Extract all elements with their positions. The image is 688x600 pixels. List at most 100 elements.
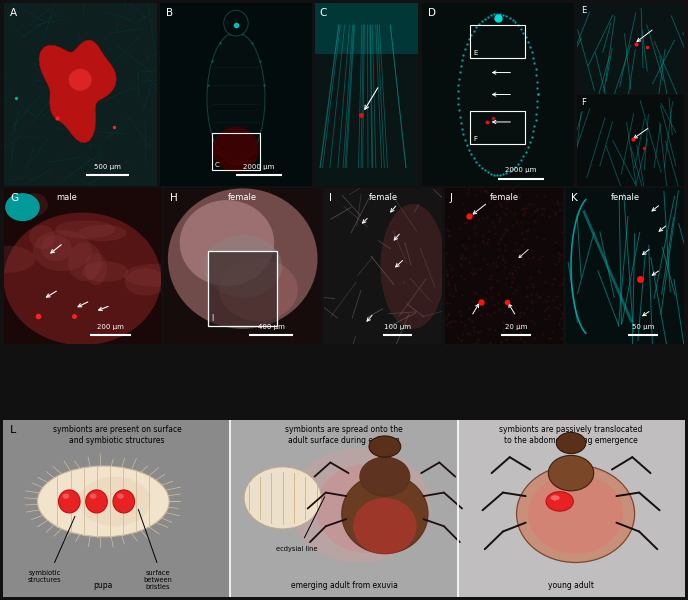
Ellipse shape [21,193,48,216]
Ellipse shape [33,230,92,271]
Bar [315,3,418,54]
Text: pupa: pupa [94,581,113,590]
Ellipse shape [69,69,92,91]
Ellipse shape [41,235,72,262]
Point [532,89,543,99]
Ellipse shape [3,212,161,345]
Bar [208,251,277,326]
Bar [3,420,230,597]
Bar [230,420,458,597]
Text: 100 µm: 100 µm [384,325,411,331]
Point [488,170,499,179]
Point [504,167,515,176]
Point [455,61,466,71]
Point [532,96,543,106]
Ellipse shape [204,235,282,298]
Point [524,137,535,147]
Ellipse shape [30,225,55,249]
Ellipse shape [550,495,560,500]
Ellipse shape [168,188,317,329]
Point [476,163,487,173]
Text: surface
between
bristles: surface between bristles [143,571,172,590]
Point [453,86,464,96]
Point [480,14,491,23]
Point [528,127,539,136]
Bar [458,420,685,597]
Text: B: B [166,8,173,19]
Point [453,93,464,103]
Text: I: I [329,193,332,203]
Point [518,151,529,161]
Point [495,170,506,179]
Ellipse shape [316,464,418,553]
Point [455,118,466,128]
Text: 500 µm: 500 µm [94,164,121,170]
Text: J: J [450,193,453,203]
Text: G: G [10,193,18,203]
Point [531,109,542,118]
Point [529,59,540,68]
Text: 2000 µm: 2000 µm [243,164,275,170]
Text: symbionts are passively translocated
to the abdomen during emergence: symbionts are passively translocated to … [499,425,643,445]
Point [476,16,487,26]
Text: F: F [473,136,477,142]
Point [480,166,491,175]
Point [466,30,477,40]
Ellipse shape [37,466,169,537]
Text: C: C [319,8,327,19]
Ellipse shape [353,498,417,554]
Point [464,145,475,155]
Point [462,40,473,49]
Polygon shape [39,40,116,143]
Text: D: D [428,8,436,19]
Point [453,99,464,109]
Text: E: E [581,6,587,15]
Text: 2000 µm: 2000 µm [505,167,537,173]
Ellipse shape [224,10,248,36]
Ellipse shape [124,264,186,287]
Point [458,130,469,139]
Ellipse shape [89,493,96,499]
Point [526,132,537,142]
Ellipse shape [546,491,573,511]
Point [454,68,465,77]
Point [454,112,465,121]
Point [518,28,529,38]
Point [453,80,464,90]
Point [456,56,467,65]
Ellipse shape [0,246,35,273]
Text: 20 µm: 20 µm [505,325,528,331]
Ellipse shape [55,220,115,239]
Text: 200 µm: 200 µm [97,325,124,331]
Point [491,170,502,180]
Point [530,115,541,124]
Point [528,53,539,62]
Ellipse shape [81,261,129,282]
Point [473,19,484,29]
Ellipse shape [342,474,428,554]
Point [471,157,482,167]
Point [498,10,509,20]
Text: C: C [215,161,219,167]
Text: K: K [571,193,578,203]
Ellipse shape [85,253,107,285]
Ellipse shape [125,268,166,296]
Text: L: L [10,425,17,436]
Ellipse shape [557,433,585,454]
Point [485,169,496,179]
Text: symbionts are present on surface
and symbiotic structures: symbionts are present on surface and sym… [52,425,182,445]
Point [482,12,493,22]
Point [504,13,515,22]
Text: ecdysial line: ecdysial line [276,545,317,551]
Text: symbionts are spread onto the
adult surface during eclosion: symbionts are spread onto the adult surf… [285,425,403,445]
Ellipse shape [517,465,634,562]
Text: 400 µm: 400 µm [257,325,284,331]
Point [532,83,543,93]
Point [498,169,509,179]
Bar [471,25,526,58]
Ellipse shape [380,204,445,329]
Text: female: female [228,193,257,202]
Point [501,169,512,178]
Text: I: I [211,314,213,323]
Bar [208,251,277,326]
